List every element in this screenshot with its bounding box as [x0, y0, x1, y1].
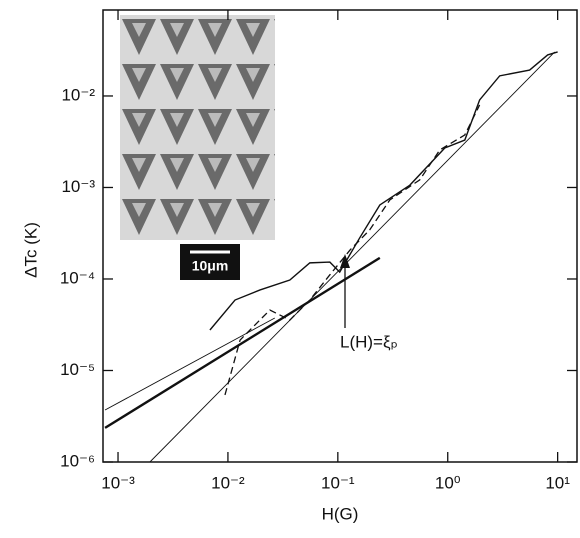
series-line: [104, 256, 381, 429]
y-axis-label: ΔTc (K): [21, 222, 40, 278]
series-line: [104, 317, 276, 411]
annotation: L(H)=ξₚ: [340, 332, 398, 351]
x-axis-label: H(G): [322, 504, 359, 523]
series-line: [224, 104, 481, 396]
y-tick-label: 10⁻²: [61, 85, 95, 104]
plot-frame: [102, 9, 578, 463]
x-tick-label: 10¹: [545, 473, 570, 492]
x-tick-label: 10⁻³: [101, 473, 135, 492]
y-tick-label: 10⁻⁴: [60, 268, 95, 287]
scale-bar-label: 10μm: [192, 258, 229, 274]
y-tick-label: 10⁻⁶: [60, 451, 95, 470]
x-tick-label: 10⁻²: [211, 473, 245, 492]
x-tick-label: 10⁻¹: [321, 473, 355, 492]
x-tick-label: 10⁰: [435, 473, 461, 492]
inset-micrograph: 10μm: [120, 15, 275, 280]
annotation-arrow: [340, 254, 350, 328]
y-tick-label: 10⁻³: [61, 177, 95, 196]
series-line: [209, 51, 558, 331]
series-line: [149, 51, 556, 463]
y-tick-label: 10⁻⁵: [60, 360, 95, 379]
